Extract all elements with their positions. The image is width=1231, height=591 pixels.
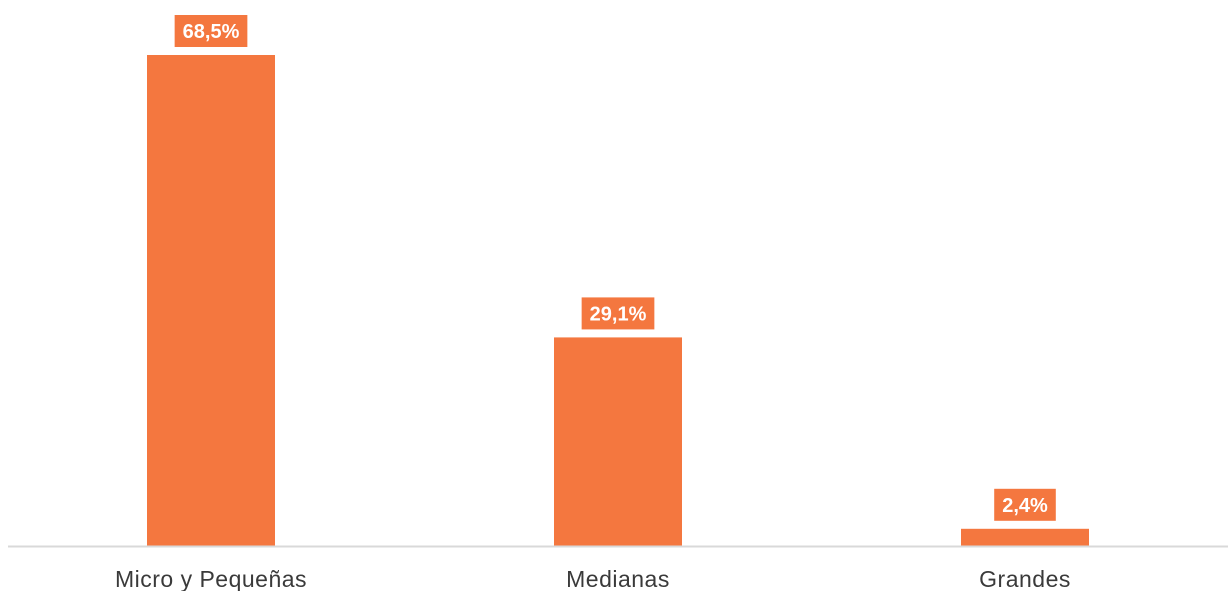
value-label-3: 2,4% xyxy=(994,488,1056,521)
value-labels-group: 68,5% 29,1% 2,4% xyxy=(174,15,1056,521)
value-label-box-2 xyxy=(581,297,655,330)
bar-2 xyxy=(554,337,682,546)
bar-1 xyxy=(147,55,275,546)
value-label-text-1: 68,5% xyxy=(183,21,240,43)
value-label-box-1 xyxy=(174,15,248,47)
category-label-2: Medianas xyxy=(566,566,670,591)
category-label-1: Micro y Pequeñas xyxy=(115,566,307,591)
bars-group xyxy=(147,55,1089,546)
bar-3 xyxy=(961,528,1089,546)
value-label-text-3: 2,4% xyxy=(1002,495,1048,517)
value-label-2: 29,1% xyxy=(581,297,655,330)
category-labels-group: Micro y Pequeñas Medianas Grandes xyxy=(115,566,1071,591)
category-label-3: Grandes xyxy=(979,566,1071,591)
value-label-box-3 xyxy=(994,488,1056,521)
value-label-1: 68,5% xyxy=(174,15,248,47)
value-label-text-2: 29,1% xyxy=(590,303,647,325)
